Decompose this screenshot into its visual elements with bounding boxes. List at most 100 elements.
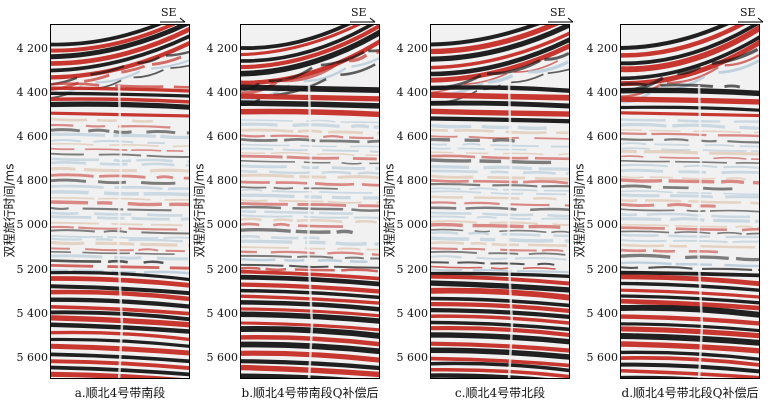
reflector <box>541 185 569 188</box>
reflector <box>481 155 529 160</box>
reflector <box>688 249 718 254</box>
reflector <box>472 223 524 229</box>
reflector <box>502 188 538 192</box>
reflector <box>96 118 118 123</box>
y-tick: 5 000 <box>396 218 429 231</box>
reflector <box>550 145 569 148</box>
reflector <box>375 166 379 170</box>
reflector <box>241 269 379 281</box>
fault-line <box>116 84 124 378</box>
reflector <box>241 138 278 142</box>
reflector <box>621 238 667 243</box>
reflector <box>659 156 700 159</box>
reflector <box>541 248 564 253</box>
reflector <box>241 257 276 262</box>
reflector <box>351 57 379 68</box>
reflector <box>472 269 512 273</box>
y-tick: 4 400 <box>16 86 49 99</box>
reflector <box>672 123 726 129</box>
reflector <box>621 223 670 227</box>
reflector <box>85 148 128 151</box>
reflector <box>95 241 135 246</box>
reflector <box>621 105 759 112</box>
reflector <box>51 206 69 210</box>
reflector <box>88 128 110 133</box>
reflector <box>464 201 500 206</box>
reflector <box>431 31 569 70</box>
reflector <box>374 242 379 246</box>
reflector <box>269 170 312 175</box>
reflector <box>297 202 346 207</box>
reflector <box>241 25 361 57</box>
reflector <box>558 153 569 156</box>
reflector <box>666 66 719 84</box>
reflector <box>621 230 670 234</box>
reflector <box>643 150 699 155</box>
reflector <box>754 219 759 223</box>
y-tick: 5 600 <box>586 351 619 364</box>
reflector <box>758 268 759 272</box>
reflector <box>469 187 498 191</box>
reflector <box>241 364 379 378</box>
reflector <box>621 314 759 326</box>
reflector <box>320 50 365 67</box>
reflector <box>644 199 682 203</box>
reflector <box>185 164 189 167</box>
panel-caption: d.顺北4号带北段Q补偿后 <box>621 386 759 400</box>
reflector <box>621 184 652 189</box>
reflector <box>476 216 497 219</box>
reflector <box>739 125 759 130</box>
reflector <box>462 142 481 146</box>
direction-label: SE <box>550 6 566 19</box>
reflector <box>431 367 569 378</box>
y-tick: 4 400 <box>586 86 619 99</box>
y-axis-label: 双程旅行时间/ms <box>572 163 587 257</box>
reflector <box>149 168 189 173</box>
reflector <box>241 188 263 192</box>
reflector <box>431 271 569 279</box>
reflector <box>621 261 672 266</box>
reflector <box>621 203 655 207</box>
panel-caption: c.顺北4号带北段 <box>454 386 546 400</box>
reflector <box>271 236 299 240</box>
reflector <box>541 217 569 220</box>
reflector <box>621 198 638 203</box>
reflector <box>621 25 746 58</box>
reflector <box>322 149 359 152</box>
reflector <box>431 265 483 269</box>
reflector <box>51 161 86 165</box>
reflector <box>121 64 146 74</box>
reflector <box>431 37 569 77</box>
reflector <box>431 165 470 169</box>
reflector <box>664 138 689 142</box>
reflector <box>621 294 759 305</box>
reflector <box>368 49 379 53</box>
reflector <box>675 227 727 232</box>
reflector <box>621 193 660 198</box>
reflector <box>241 25 351 50</box>
reflector <box>264 210 314 215</box>
reflector <box>349 53 368 63</box>
reflector <box>490 267 510 270</box>
reflector <box>621 190 673 194</box>
reflector <box>111 223 143 226</box>
reflector <box>721 179 745 185</box>
reflector <box>141 162 175 167</box>
panel-b: 双程旅行时间/ms 4 200 4 400 4 600 4 800 5 000 … <box>190 0 380 416</box>
reflector <box>51 25 189 60</box>
reflector <box>668 179 715 184</box>
direction-label: SE <box>351 6 367 19</box>
y-tick: 4 200 <box>16 42 49 55</box>
reflector <box>296 218 343 223</box>
direction-label: SE <box>740 6 756 19</box>
reflector <box>51 91 189 98</box>
reflector <box>677 65 702 76</box>
reflector <box>702 186 733 191</box>
reflector <box>241 164 287 169</box>
reflector <box>621 266 639 269</box>
reflector <box>462 247 486 251</box>
direction-arrow-icon <box>548 17 574 23</box>
reflector <box>530 207 569 212</box>
reflector <box>621 226 665 230</box>
reflector <box>241 29 379 77</box>
